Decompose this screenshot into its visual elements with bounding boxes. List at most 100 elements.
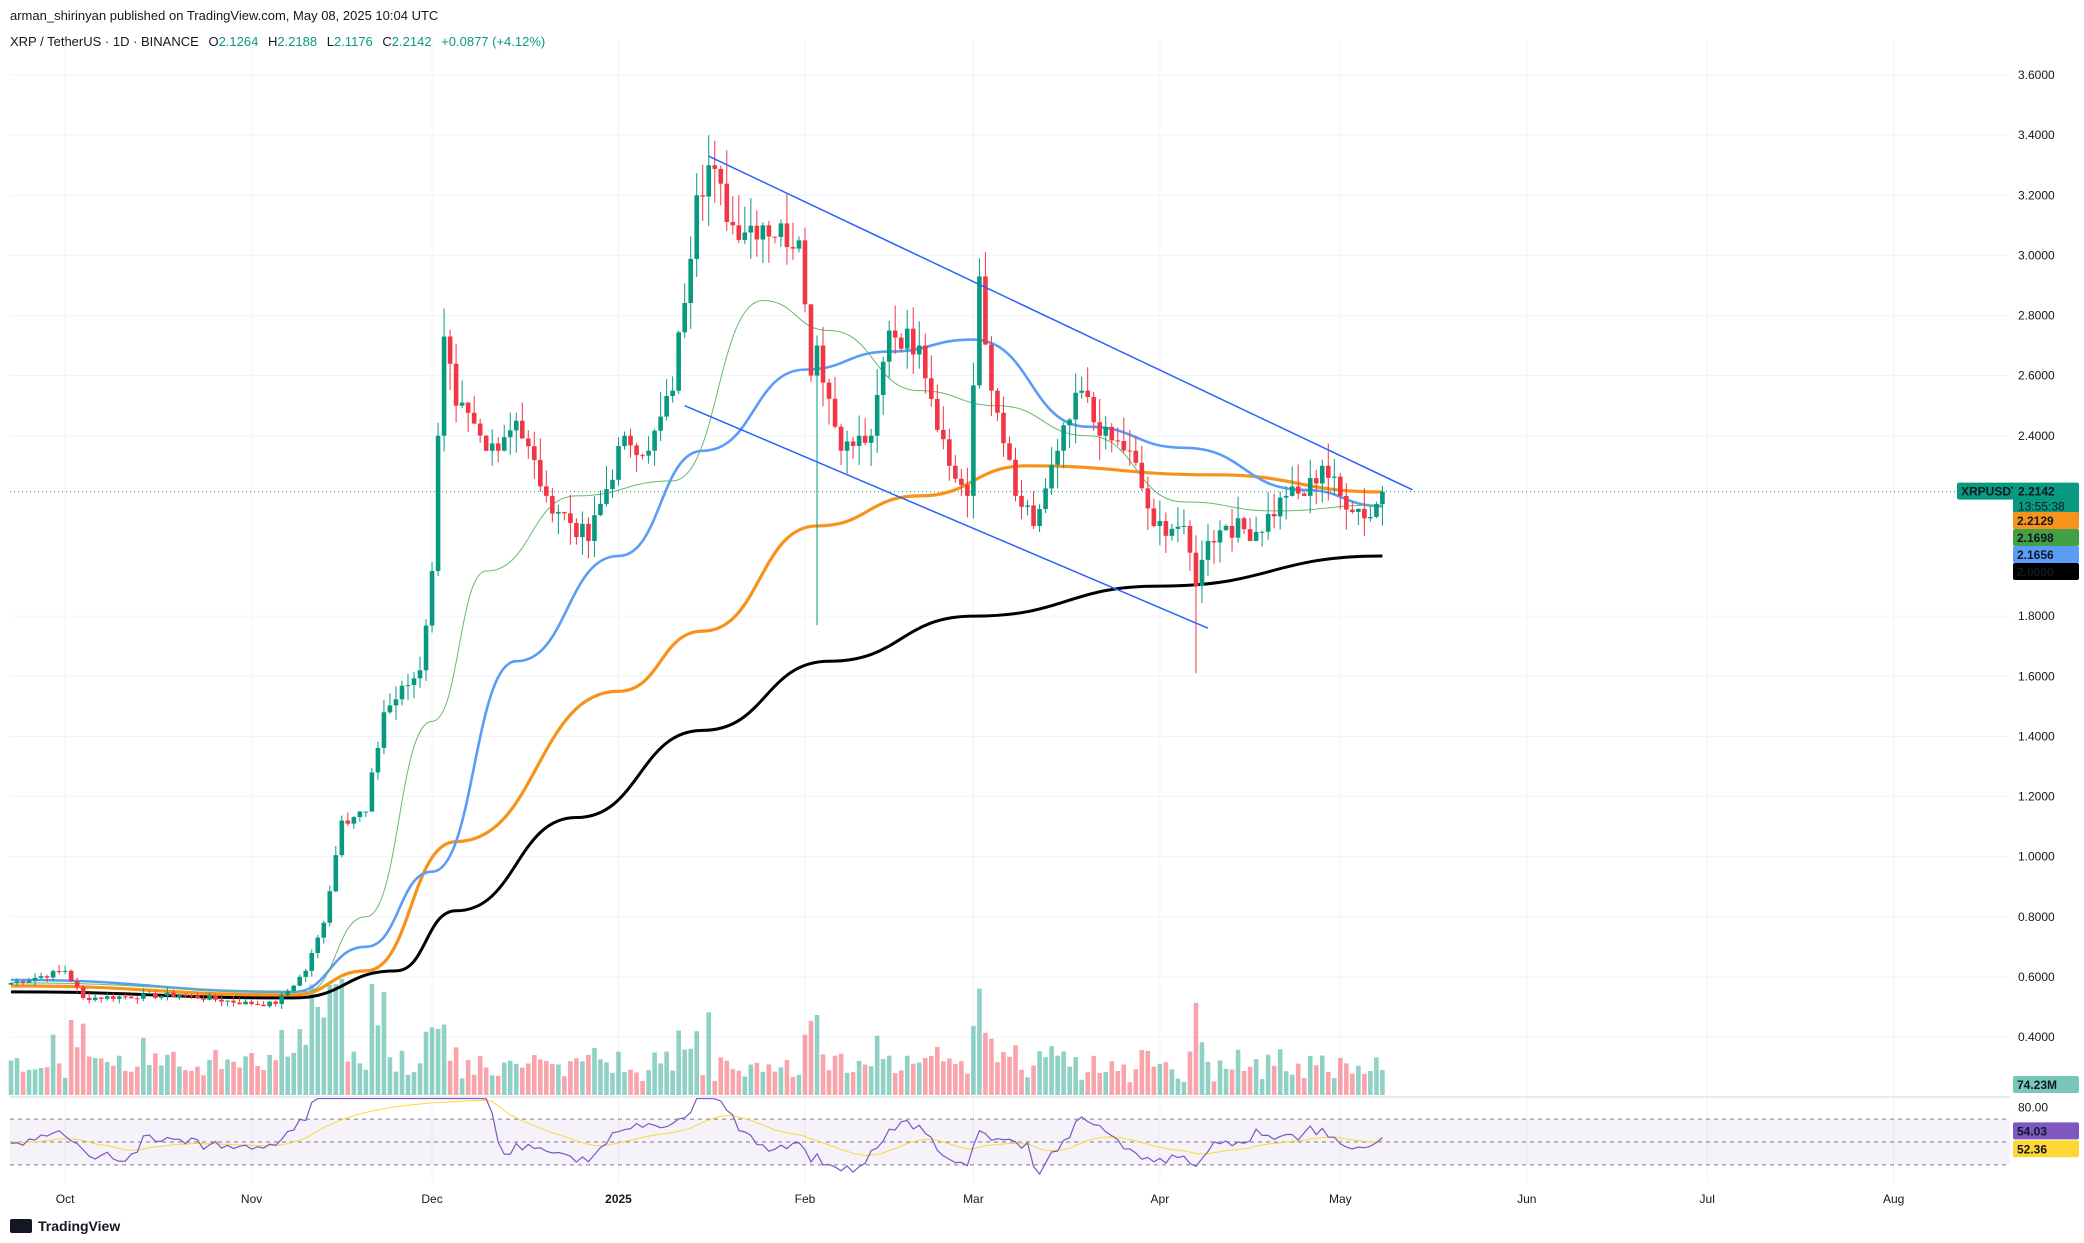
moving-averages	[10, 299, 1383, 1000]
volume-bar	[874, 1035, 880, 1095]
volume-bar	[315, 1006, 321, 1095]
candle-body	[1289, 486, 1295, 496]
candle-body	[850, 441, 856, 446]
volume-bar	[525, 1063, 531, 1095]
volume-bar	[1332, 1078, 1337, 1095]
candle-body	[748, 225, 754, 233]
volume-bar	[556, 1064, 561, 1095]
volume-bar	[26, 1069, 32, 1095]
volume-bar	[369, 984, 375, 1095]
volume-badge	[2013, 1076, 2079, 1093]
volume-bar	[1283, 1071, 1289, 1095]
volume-bar	[1133, 1069, 1139, 1095]
volume-bar	[1271, 1065, 1277, 1095]
volume-bar	[225, 1059, 230, 1095]
candle-body	[538, 460, 543, 487]
volume-bar	[688, 1048, 693, 1095]
volume-bar	[1079, 1079, 1084, 1095]
volume-bar	[850, 1072, 856, 1095]
candle-body	[267, 1001, 272, 1007]
time-axis[interactable]: Oct Nov Dec 2025 Feb Mar Apr May Jun Jul Aug	[56, 1192, 1905, 1206]
volume-bar	[345, 1061, 351, 1095]
candle-body	[802, 240, 808, 305]
candle-body	[165, 992, 170, 996]
candle-body	[670, 390, 675, 396]
volume-bar	[844, 1072, 850, 1095]
volume-bar	[1043, 1057, 1048, 1095]
candle-body	[135, 998, 140, 1000]
candle-body	[1253, 531, 1259, 541]
volume-bar	[754, 1062, 760, 1095]
volume-bar	[718, 1057, 724, 1095]
ma-green-line	[10, 299, 1383, 993]
candle-body	[640, 455, 645, 457]
price-axis[interactable]: 3.6000 3.4000 3.2000 3.0000 2.8000 2.6000 2.40…	[2018, 68, 2055, 1115]
candle-body	[904, 328, 910, 349]
volume-bar	[989, 1038, 994, 1095]
candle-body	[628, 435, 633, 446]
volume-bar	[129, 1071, 134, 1095]
candle-body	[171, 992, 176, 997]
volume-bar	[255, 1066, 260, 1095]
candle-body	[814, 345, 820, 376]
candle-body	[598, 503, 603, 516]
ma-green-badge-text: 2.1698	[2017, 531, 2054, 545]
symbol-badge	[1957, 482, 2015, 500]
volume-bar	[959, 1061, 964, 1095]
volume-bar	[796, 1074, 802, 1095]
price-tick-label: 2.6000	[2018, 369, 2055, 383]
volume-bar	[62, 1077, 68, 1095]
symbol-label[interactable]: XRP / TetherUS · 1D · BINANCE	[10, 34, 199, 49]
volume-bar	[664, 1051, 669, 1095]
candle-body	[886, 330, 892, 362]
candle-body	[159, 995, 164, 998]
volume-bar	[471, 1074, 477, 1095]
candle-body	[1007, 443, 1012, 460]
candle-body	[231, 1000, 236, 1003]
volume-bar	[1097, 1072, 1103, 1095]
volume-bar	[135, 1066, 140, 1095]
candle-body	[68, 970, 74, 982]
candle-body	[453, 363, 459, 406]
candle-body	[429, 571, 435, 626]
candle-body	[213, 995, 218, 1000]
candle-body	[14, 981, 20, 983]
candle-body	[1265, 513, 1271, 532]
candle-body	[1073, 392, 1078, 420]
volume-bar	[1139, 1049, 1145, 1095]
candle-body	[622, 435, 627, 447]
volume-bar	[1277, 1049, 1283, 1095]
tradingview-footer[interactable]: TradingView	[10, 1218, 120, 1234]
candle-body	[207, 995, 212, 1000]
volume-bar	[634, 1072, 639, 1095]
candle-body	[700, 195, 706, 197]
candle-body	[387, 705, 393, 713]
close-value: 2.2142	[391, 34, 432, 49]
volume-bar	[586, 1054, 591, 1095]
volume-bar	[477, 1056, 483, 1095]
candle-body	[706, 165, 712, 197]
candle-body	[766, 225, 772, 237]
candle-body	[1283, 495, 1289, 498]
volume-bar	[838, 1053, 844, 1095]
volume-bar	[1115, 1070, 1121, 1095]
candle-body	[1344, 495, 1349, 510]
volume-bar	[14, 1057, 20, 1095]
candle-body	[1362, 508, 1367, 519]
low-value: 2.1176	[333, 34, 373, 49]
volume-bar	[880, 1059, 886, 1095]
candle-body	[742, 232, 748, 240]
candle-body	[1091, 397, 1096, 423]
candle-body	[1097, 422, 1103, 436]
volume-bar	[568, 1061, 573, 1095]
volume-bar	[995, 1062, 1000, 1095]
descending-channel	[684, 155, 1413, 629]
candle-body	[8, 982, 14, 985]
candle-body	[820, 345, 826, 383]
volume-bar	[74, 1047, 80, 1095]
volume-bar	[1181, 1082, 1187, 1095]
candle-body	[381, 712, 387, 748]
candle-body	[273, 1001, 278, 1004]
